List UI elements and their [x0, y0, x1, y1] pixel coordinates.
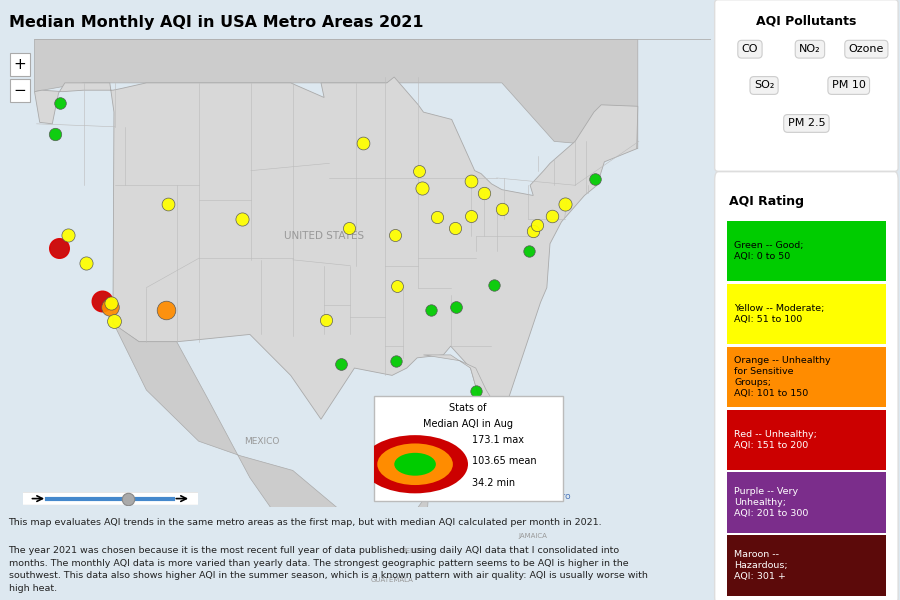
Point [469, 386, 483, 396]
Text: The year 2021 was chosen because it is the most recent full year of data publish: The year 2021 was chosen because it is t… [8, 546, 647, 593]
Point [464, 176, 478, 185]
Point [342, 223, 356, 232]
FancyBboxPatch shape [715, 0, 898, 172]
Text: 173.1 max: 173.1 max [472, 435, 524, 445]
Ellipse shape [394, 453, 436, 476]
Point [103, 302, 117, 311]
Text: +: + [14, 57, 26, 72]
Point [424, 305, 438, 314]
FancyBboxPatch shape [715, 172, 898, 600]
Text: BELIZE: BELIZE [400, 548, 425, 554]
Point [492, 418, 507, 427]
Text: AQI Rating: AQI Rating [729, 194, 804, 208]
Text: NO₂: NO₂ [799, 44, 821, 54]
Point [412, 166, 427, 175]
Text: SO₂: SO₂ [754, 80, 774, 91]
FancyBboxPatch shape [374, 396, 562, 501]
Text: Orange -- Unhealthy
for Sensitive
Groups;
AQI: 101 to 150: Orange -- Unhealthy for Sensitive Groups… [734, 356, 831, 398]
Point [430, 212, 445, 222]
Text: CUBA: CUBA [497, 481, 518, 490]
Text: Ozone: Ozone [849, 44, 884, 54]
Point [588, 175, 602, 184]
Text: Median AQI in Aug: Median AQI in Aug [423, 419, 513, 429]
Point [447, 223, 462, 232]
Point [522, 246, 536, 256]
Text: 34.2 min: 34.2 min [472, 478, 515, 488]
Point [464, 211, 478, 221]
Point [390, 281, 404, 291]
Point [121, 494, 135, 503]
FancyBboxPatch shape [727, 410, 886, 470]
Polygon shape [34, 77, 638, 437]
Point [52, 98, 67, 108]
Point [557, 199, 572, 209]
Point [234, 214, 248, 224]
Text: Green -- Good;
AQI: 0 to 50: Green -- Good; AQI: 0 to 50 [734, 241, 804, 261]
Text: JAMAICA: JAMAICA [518, 533, 548, 539]
Point [334, 359, 348, 368]
FancyBboxPatch shape [19, 492, 202, 505]
Text: GUATEMALA: GUATEMALA [371, 577, 413, 583]
Ellipse shape [362, 435, 468, 493]
Point [161, 199, 176, 209]
Text: AQI Pollutants: AQI Pollutants [756, 14, 857, 28]
Text: PM 10: PM 10 [832, 80, 866, 91]
Point [544, 211, 559, 221]
Point [526, 226, 540, 235]
Point [104, 298, 118, 308]
FancyBboxPatch shape [727, 284, 886, 344]
Polygon shape [424, 355, 502, 437]
FancyBboxPatch shape [727, 472, 886, 533]
FancyBboxPatch shape [727, 221, 886, 281]
Point [95, 296, 110, 305]
Point [159, 305, 174, 314]
Point [78, 258, 93, 268]
Text: Stats of: Stats of [449, 403, 487, 413]
Point [61, 230, 76, 240]
Point [477, 188, 491, 197]
Text: −: − [14, 83, 26, 98]
FancyBboxPatch shape [727, 535, 886, 596]
Point [415, 184, 429, 193]
Point [389, 356, 403, 365]
Text: UNITED STATES: UNITED STATES [284, 232, 364, 241]
Point [449, 302, 464, 311]
Text: Purple -- Very
Unhealthy;
AQI: 201 to 300: Purple -- Very Unhealthy; AQI: 201 to 30… [734, 487, 808, 518]
Point [486, 280, 500, 289]
Point [495, 204, 509, 214]
Text: Maroon --
Hazardous;
AQI: 301 +: Maroon -- Hazardous; AQI: 301 + [734, 550, 788, 581]
Text: This map evaluates AQI trends in the same metro areas as the first map, but with: This map evaluates AQI trends in the sam… [8, 518, 602, 527]
Ellipse shape [377, 443, 453, 485]
Point [107, 316, 122, 326]
Text: Median Monthly AQI in USA Metro Areas 2021: Median Monthly AQI in USA Metro Areas 20… [8, 15, 423, 30]
Text: Yellow -- Moderate;
AQI: 51 to 100: Yellow -- Moderate; AQI: 51 to 100 [734, 304, 824, 324]
Point [319, 315, 333, 325]
Point [356, 138, 370, 148]
Polygon shape [114, 324, 428, 573]
Polygon shape [34, 0, 711, 39]
Text: 🍃 Leaflet | © OpenStreetMap contributors © CARTO: 🍃 Leaflet | © OpenStreetMap contributors… [398, 494, 571, 502]
Point [49, 129, 63, 139]
Point [530, 220, 544, 230]
Text: CO: CO [742, 44, 758, 54]
Text: MEXICO: MEXICO [244, 437, 279, 446]
Text: 103.65 mean: 103.65 mean [472, 456, 536, 466]
Point [388, 230, 402, 240]
FancyBboxPatch shape [727, 347, 886, 407]
Text: PM 2.5: PM 2.5 [788, 118, 825, 128]
Point [51, 244, 66, 253]
Text: Red -- Unhealthy;
AQI: 151 to 200: Red -- Unhealthy; AQI: 151 to 200 [734, 430, 817, 450]
Polygon shape [34, 39, 638, 149]
